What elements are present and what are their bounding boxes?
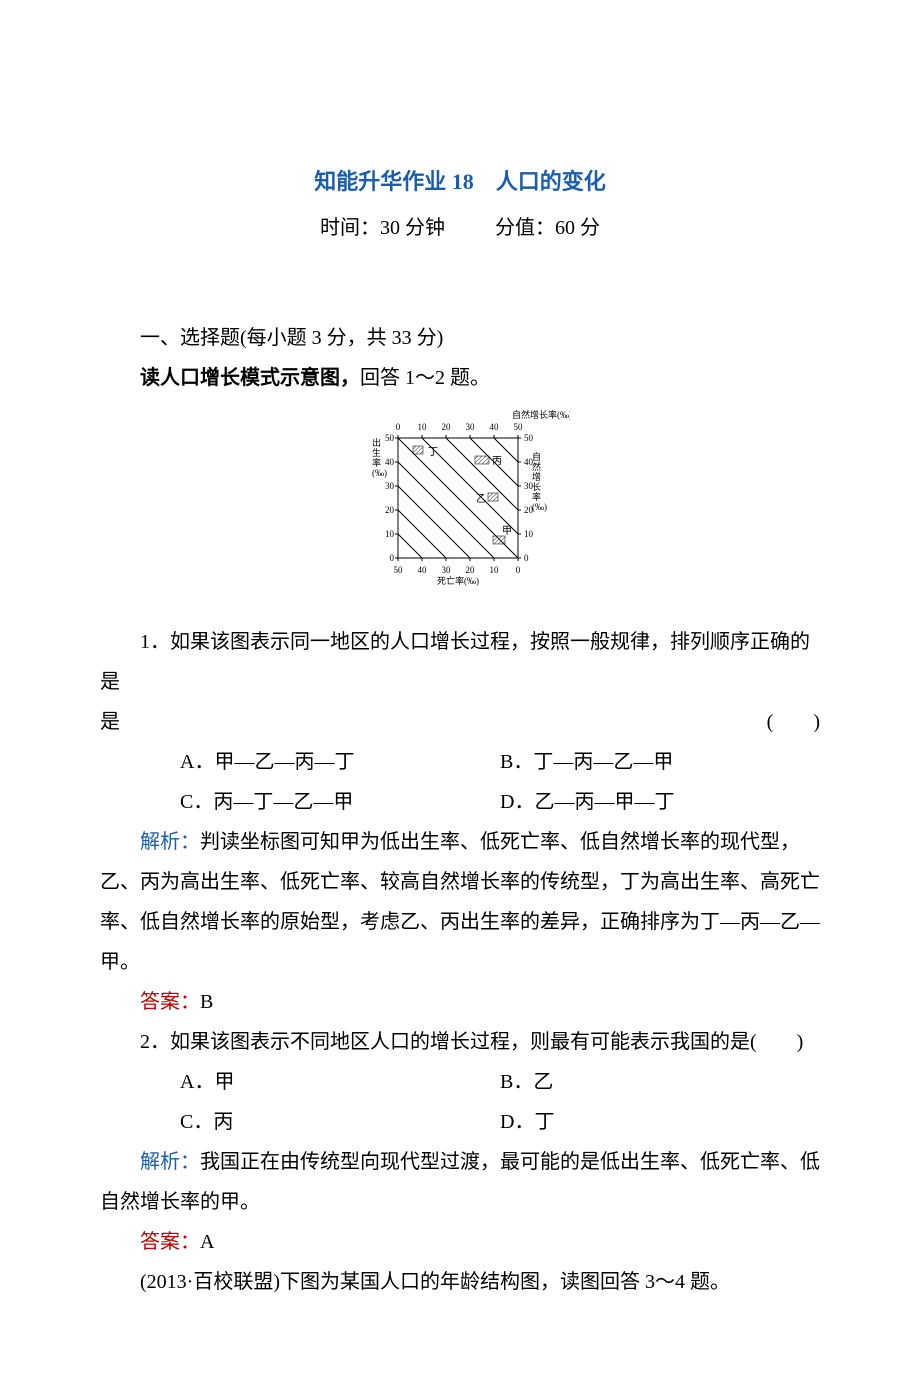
- trailer-text: (2013·百校联盟)下图为某国人口的年龄结构图，读图回答 3～4 题。: [100, 1262, 820, 1302]
- svg-text:20: 20: [442, 422, 452, 432]
- q2-option-a: A．甲: [180, 1062, 500, 1102]
- svg-text:20: 20: [385, 505, 395, 515]
- q1-options-row2: C．丙—丁—乙—甲 D．乙—丙—甲—丁: [100, 782, 820, 822]
- svg-text:0: 0: [524, 553, 529, 563]
- time-info: 时间：30 分钟: [320, 217, 445, 239]
- svg-text:50: 50: [385, 433, 395, 443]
- page-title: 知能升华作业 18 人口的变化: [100, 160, 820, 204]
- page: 知能升华作业 18 人口的变化 时间：30 分钟 分值：60 分 一、选择题(每…: [0, 0, 920, 1382]
- svg-text:长: 长: [532, 481, 541, 492]
- q1-paren: ( ): [767, 702, 820, 742]
- svg-text:甲: 甲: [502, 526, 512, 537]
- svg-text:40: 40: [490, 422, 500, 432]
- analysis-label: 解析：: [140, 831, 200, 853]
- top-ticks: 0 10 20 30 40 50: [396, 422, 523, 432]
- svg-text:40: 40: [524, 457, 534, 467]
- q1-analysis: 解析：判读坐标图可知甲为低出生率、低死亡率、低自然增长率的现代型，乙、丙为高出生…: [100, 822, 820, 982]
- bottom-axis-label: 死亡率(‰): [437, 575, 479, 586]
- answer-label: 答案：: [140, 1231, 200, 1253]
- svg-text:20: 20: [466, 565, 476, 575]
- right-axis-label-group: 自 然 增 长 率 (‰): [532, 451, 547, 512]
- score-info: 分值：60 分: [495, 217, 600, 239]
- svg-text:0: 0: [396, 422, 401, 432]
- intro-rest: 回答 1～2 题。: [360, 367, 490, 389]
- q2-option-b: B．乙: [500, 1062, 820, 1102]
- svg-text:自: 自: [532, 451, 541, 462]
- svg-text:出: 出: [372, 437, 381, 448]
- svg-text:10: 10: [418, 422, 428, 432]
- svg-text:率: 率: [372, 457, 381, 468]
- top-axis-label: 自然增长率(‰): [512, 409, 570, 420]
- q2-answer-value: A: [200, 1231, 214, 1253]
- q2-options-row1: A．甲 B．乙: [100, 1062, 820, 1102]
- svg-text:(‰): (‰): [532, 502, 547, 512]
- population-diagram: 自然增长率(‰) 0 10 20 30 40 50 出 生 率 (‰) 50 4…: [350, 408, 570, 598]
- svg-text:生: 生: [372, 447, 381, 458]
- svg-text:50: 50: [394, 565, 404, 575]
- q1-options-row1: A．甲—乙—丙—丁 B．丁—丙—乙—甲: [100, 742, 820, 782]
- q1-answer: 答案：B: [100, 982, 820, 1022]
- q1-option-c: C．丙—丁—乙—甲: [180, 782, 500, 822]
- q2-option-d: D．丁: [500, 1102, 820, 1142]
- svg-text:30: 30: [442, 565, 452, 575]
- question-2: 2．如果该图表示不同地区人口的增长过程，则最有可能表示我国的是( ) A．甲 B…: [100, 1022, 820, 1262]
- q2-option-c: C．丙: [180, 1102, 500, 1142]
- section-heading: 一、选择题(每小题 3 分，共 33 分): [100, 318, 820, 358]
- svg-text:10: 10: [385, 529, 395, 539]
- svg-text:然: 然: [532, 461, 541, 472]
- question-1: 1．如果该图表示同一地区的人口增长过程，按照一般规律，排列顺序正确的是 是 ( …: [100, 622, 820, 1022]
- svg-text:10: 10: [490, 565, 500, 575]
- svg-text:(‰): (‰): [372, 468, 387, 478]
- svg-text:50: 50: [524, 433, 534, 443]
- q1-stem-line: 1．如果该图表示同一地区的人口增长过程，按照一般规律，排列顺序正确的是: [100, 622, 820, 702]
- svg-text:丙: 丙: [492, 456, 502, 467]
- page-subtitle: 时间：30 分钟 分值：60 分: [100, 208, 820, 248]
- svg-text:20: 20: [524, 505, 534, 515]
- point-jia: 甲: [493, 526, 512, 544]
- q2-text: 2．如果该图表示不同地区人口的增长过程，则最有可能表示我国的是( ): [100, 1022, 820, 1062]
- svg-text:10: 10: [524, 529, 534, 539]
- svg-text:0: 0: [390, 553, 395, 563]
- svg-text:40: 40: [385, 457, 395, 467]
- svg-text:0: 0: [516, 565, 521, 575]
- svg-text:40: 40: [418, 565, 428, 575]
- svg-text:30: 30: [466, 422, 476, 432]
- diagram-container: 自然增长率(‰) 0 10 20 30 40 50 出 生 率 (‰) 50 4…: [100, 408, 820, 612]
- q1-option-a: A．甲—乙—丙—丁: [180, 742, 500, 782]
- svg-text:30: 30: [385, 481, 395, 491]
- q2-options-row2: C．丙 D．丁: [100, 1102, 820, 1142]
- intro-bold: 读人口增长模式示意图，: [140, 367, 360, 389]
- svg-text:丁: 丁: [428, 447, 438, 458]
- svg-text:30: 30: [524, 481, 534, 491]
- q1-option-b: B．丁—丙—乙—甲: [500, 742, 820, 782]
- section-intro: 读人口增长模式示意图，回答 1～2 题。: [100, 358, 820, 398]
- q2-answer: 答案：A: [100, 1222, 820, 1262]
- q1-text: 1．如果该图表示同一地区的人口增长过程，按照一般规律，排列顺序正确的是: [100, 622, 820, 702]
- q2-analysis: 解析：我国正在由传统型向现代型过渡，最可能的是低出生率、低死亡率、低自然增长率的…: [100, 1142, 820, 1222]
- svg-text:50: 50: [514, 422, 524, 432]
- svg-text:增: 增: [532, 471, 541, 482]
- bottom-ticks: 50 40 30 20 10 0: [394, 565, 521, 575]
- answer-label: 答案：: [140, 991, 200, 1013]
- q1-line2: 是 ( ): [100, 702, 820, 742]
- q1-answer-value: B: [200, 991, 213, 1013]
- q1-analysis-text: 判读坐标图可知甲为低出生率、低死亡率、低自然增长率的现代型，乙、丙为高出生率、低…: [100, 831, 820, 973]
- analysis-label: 解析：: [140, 1151, 200, 1173]
- svg-text:率: 率: [532, 491, 541, 502]
- left-ticks: 50 40 30 20 10 0: [385, 433, 395, 563]
- point-bing: 丙: [475, 456, 502, 467]
- q1-option-d: D．乙—丙—甲—丁: [500, 782, 820, 822]
- q2-analysis-text: 我国正在由传统型向现代型过渡，最可能的是低出生率、低死亡率、低自然增长率的甲。: [100, 1151, 820, 1213]
- svg-text:乙: 乙: [476, 493, 486, 505]
